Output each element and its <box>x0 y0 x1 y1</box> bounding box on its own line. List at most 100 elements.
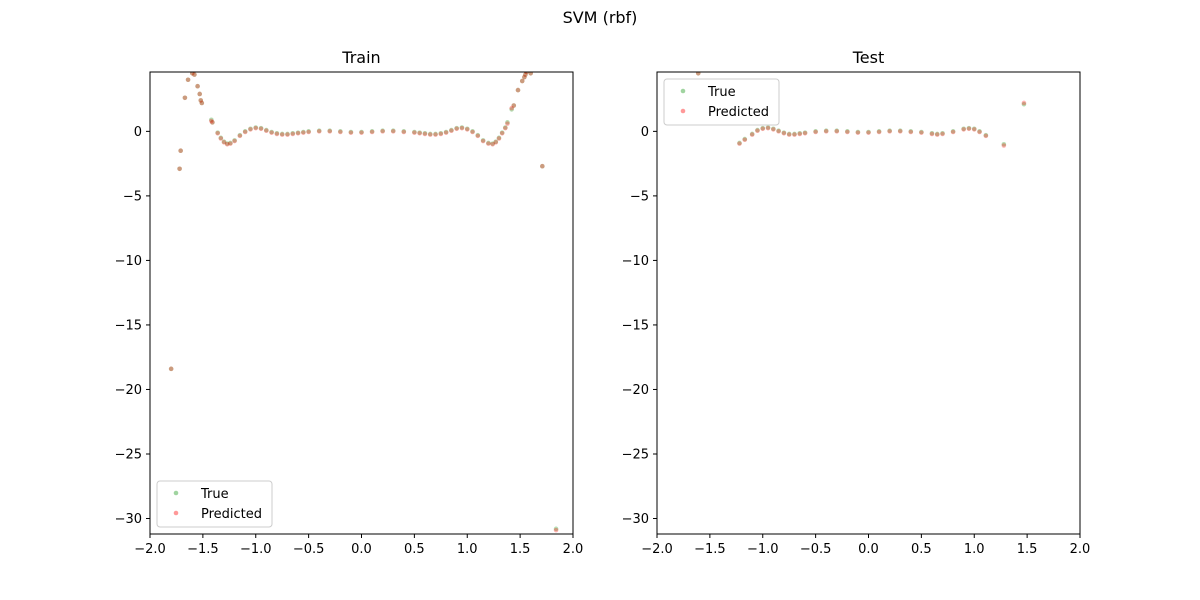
train-predicted-point <box>218 136 224 141</box>
train-predicted-point <box>316 129 322 134</box>
test-ytick-label: −30 <box>622 512 649 527</box>
train-true-point <box>295 130 301 135</box>
train-xtick-label: 2.0 <box>563 542 584 557</box>
train-predicted-point <box>248 127 253 132</box>
test-true-point <box>855 129 861 135</box>
train-predicted-point <box>359 130 364 135</box>
test-xtick-label: −0.5 <box>800 542 832 557</box>
train-predicted-point <box>509 105 514 111</box>
train-true-point <box>401 129 407 134</box>
train-true-point <box>511 103 517 108</box>
train-predicted-point <box>390 129 396 134</box>
test-ytick-label: −15 <box>622 318 649 333</box>
test-true-point <box>1021 101 1027 107</box>
test-predicted-point <box>742 137 748 143</box>
train-predicted-point <box>185 77 191 83</box>
test-true-point <box>802 130 808 135</box>
train-true-point <box>433 131 438 137</box>
train-predicted-point <box>224 141 230 147</box>
train-true-point <box>218 135 224 141</box>
train-true-point <box>274 131 280 136</box>
train-true-point <box>480 138 486 143</box>
train-true-point <box>242 129 248 134</box>
train-legend-label: Predicted <box>201 507 262 522</box>
train-predicted-point <box>192 72 197 77</box>
train-predicted-point <box>524 72 529 75</box>
train-true-point <box>209 117 214 123</box>
test-ytick-label: −5 <box>630 189 649 204</box>
train-predicted-point <box>242 129 248 135</box>
test-ytick-label: −20 <box>622 383 649 398</box>
test-true-point <box>966 125 972 131</box>
test-predicted-point <box>934 132 940 137</box>
train-predicted-point <box>505 121 510 126</box>
test-true-point <box>776 128 781 134</box>
test-true-point <box>813 129 818 134</box>
train-predicted-point <box>237 133 243 139</box>
train-predicted-point <box>486 141 491 146</box>
test-true-point <box>742 136 748 142</box>
test-true-point <box>950 129 956 134</box>
test-true-point <box>755 127 760 133</box>
train-predicted-point <box>168 366 174 372</box>
test-predicted-point <box>802 131 808 136</box>
test-true-point <box>760 125 766 131</box>
test-predicted-point <box>749 132 755 137</box>
test-predicted-point <box>919 130 924 135</box>
train-true-point <box>210 120 215 125</box>
train-true-point <box>258 125 264 131</box>
train-predicted-point <box>438 131 444 137</box>
test-predicted-point <box>983 133 989 139</box>
train-true-point <box>269 129 274 135</box>
train-predicted-point <box>306 129 311 135</box>
train-true-point <box>190 72 195 76</box>
train-predicted-point <box>433 132 438 137</box>
test-xtick-label: 1.0 <box>964 542 985 557</box>
test-true-point <box>765 125 771 130</box>
test-true-point <box>977 129 982 134</box>
test-true-point <box>876 129 882 134</box>
test-true-point <box>929 131 935 136</box>
test-predicted-point <box>855 130 861 135</box>
train-true-point <box>553 526 559 532</box>
train-predicted-point <box>190 72 195 76</box>
train-true-point <box>470 129 475 134</box>
train-true-point <box>290 131 296 136</box>
train-ytick-label: −20 <box>115 383 142 398</box>
train-true-point <box>380 128 385 134</box>
train-true-point <box>285 131 290 137</box>
train-predicted-point <box>274 131 280 137</box>
test-predicted-point <box>876 129 882 135</box>
test-predicted-point <box>845 129 850 135</box>
train-predicted-point <box>269 130 274 135</box>
test-predicted-point <box>765 125 771 131</box>
test-true-point <box>781 130 787 135</box>
train-true-point <box>459 125 465 130</box>
train-true-point <box>449 127 454 133</box>
test-points <box>695 72 1027 148</box>
train-predicted-point <box>369 129 375 135</box>
test-legend-marker <box>680 108 686 114</box>
test-true-point <box>823 128 829 134</box>
test-legend-marker <box>680 88 686 94</box>
test-predicted-point <box>1001 143 1007 148</box>
test-true-point <box>866 129 871 135</box>
test-legend-label: Predicted <box>708 105 769 120</box>
test-true-point <box>919 129 924 135</box>
train-predicted-point <box>496 136 502 141</box>
train-predicted-point <box>493 140 499 145</box>
test-title: Test <box>852 48 885 67</box>
test-true-point <box>845 129 850 134</box>
test-predicted-point <box>977 129 982 135</box>
train-true-point <box>198 98 204 103</box>
train-true-point <box>515 87 521 93</box>
train-predicted-point <box>258 126 264 132</box>
train-true-point <box>524 72 529 75</box>
test-true-point <box>961 126 966 132</box>
test-predicted-point <box>908 129 914 135</box>
train-predicted-point <box>301 130 306 135</box>
train-true-point <box>412 129 417 135</box>
test-predicted-point <box>940 131 945 137</box>
train-true-point <box>422 131 428 136</box>
train-predicted-point <box>412 130 417 135</box>
